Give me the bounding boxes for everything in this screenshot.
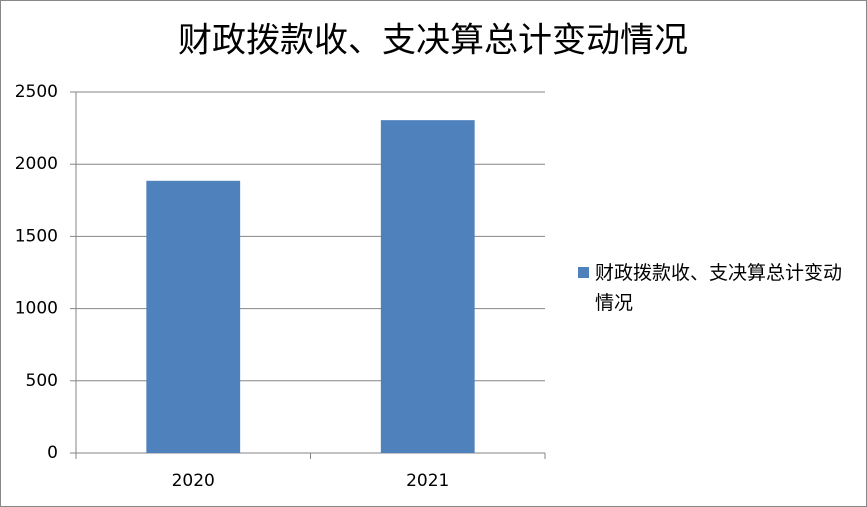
bar bbox=[146, 180, 241, 453]
x-tick-label: 2021 bbox=[406, 471, 449, 491]
legend-swatch bbox=[578, 267, 589, 278]
y-tick-label: 0 bbox=[47, 443, 58, 463]
bar bbox=[380, 120, 475, 454]
legend-label: 财政拨款收、支决算总计变动情况 bbox=[595, 262, 843, 314]
y-tick-label: 1000 bbox=[15, 299, 58, 319]
y-tick-label: 500 bbox=[26, 371, 58, 391]
y-tick-label: 2000 bbox=[15, 154, 58, 174]
chart-title: 财政拨款收、支决算总计变动情况 bbox=[178, 21, 688, 61]
x-tick-label: 2020 bbox=[172, 471, 215, 491]
y-tick-label: 2500 bbox=[15, 82, 58, 102]
legend: 财政拨款收、支决算总计变动情况 bbox=[578, 258, 848, 318]
y-tick-label: 1500 bbox=[15, 226, 58, 246]
